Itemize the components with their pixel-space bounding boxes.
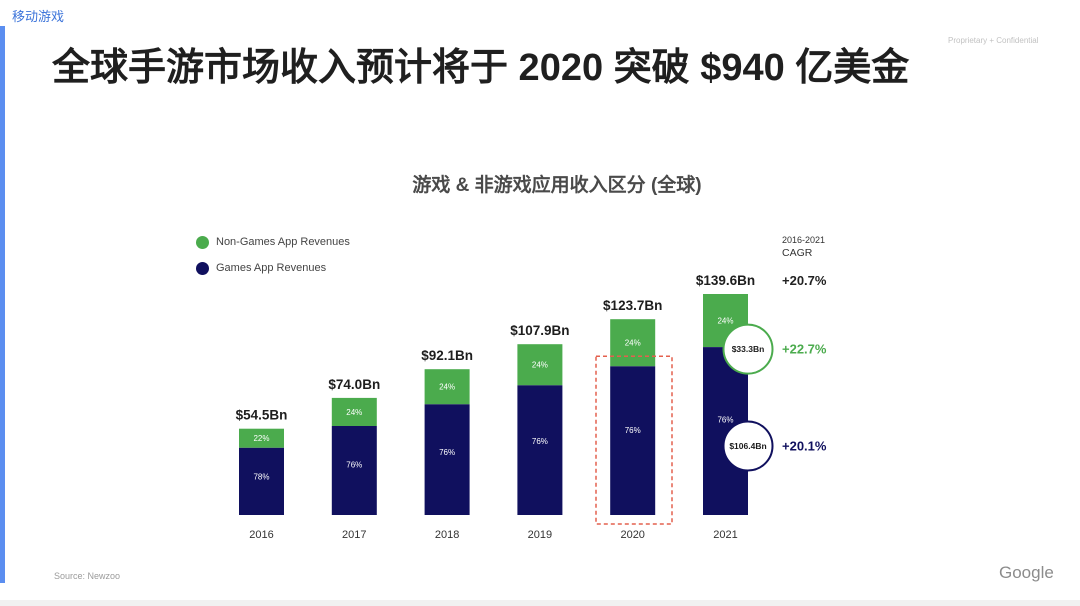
total-label-2021: $139.6Bn [696, 273, 755, 288]
section-label: 移动游戏 [12, 9, 65, 24]
source-note: Source: Newzoo [54, 571, 121, 581]
share-label-non-games-2018: 24% [439, 383, 455, 392]
bar-segment-games-2020 [610, 366, 656, 515]
cagr-header-label: CAGR [782, 247, 813, 259]
bar-segment-non-games-2018 [424, 369, 470, 405]
accent-bar [0, 26, 5, 583]
x-tick-label-2016: 2016 [249, 529, 273, 541]
share-label-games-2020: 76% [625, 426, 641, 435]
share-label-games-2019: 76% [532, 437, 548, 446]
bar-segment-games-2016 [239, 447, 284, 515]
total-label-2016: $54.5Bn [236, 408, 288, 423]
total-label-2019: $107.9Bn [510, 323, 569, 338]
legend-item-games: Games App Revenues [196, 261, 326, 275]
x-tick-label-2017: 2017 [342, 529, 366, 541]
share-label-games-2021: 76% [717, 415, 733, 424]
bar-segment-non-games-2016 [239, 428, 284, 448]
callout-circle-non-games [722, 323, 774, 375]
bar-segment-non-games-2020 [610, 319, 656, 367]
total-label-2020: $123.7Bn [603, 298, 662, 313]
bar-segment-games-2017 [331, 426, 377, 515]
google-logo: Google [999, 563, 1054, 582]
highlight-box-2020 [595, 355, 673, 525]
share-label-games-2018: 76% [439, 448, 455, 457]
cagr-value-non-games: +22.7% [782, 342, 827, 357]
callout-label-games: $106.4Bn [729, 441, 766, 451]
callout-circle-games [722, 420, 774, 472]
bar-segment-non-games-2019 [517, 344, 563, 386]
share-label-non-games-2020: 24% [625, 339, 641, 348]
cagr-value-games: +20.1% [782, 439, 827, 454]
bar-segment-non-games-2017 [331, 397, 377, 426]
x-tick-label-2018: 2018 [435, 529, 459, 541]
total-label-2017: $74.0Bn [328, 377, 380, 392]
bar-segment-games-2019 [517, 385, 563, 515]
chart-title: 游戏 & 非游戏应用收入区分 (全球) [412, 175, 702, 196]
cagr-period-label: 2016-2021 [782, 235, 826, 245]
share-label-games-2017: 76% [346, 460, 362, 469]
x-tick-label-2021: 2021 [713, 529, 737, 541]
x-tick-label-2019: 2019 [528, 529, 552, 541]
confidential-label: Proprietary + Confidential [948, 36, 1039, 45]
share-label-non-games-2021: 24% [717, 317, 733, 326]
legend-swatch-non-games [196, 235, 209, 249]
share-label-non-games-2017: 24% [346, 408, 362, 417]
legend-swatch-games [196, 261, 209, 275]
bar-segment-games-2018 [424, 404, 470, 515]
legend-label-non-games: Non-Games App Revenues [216, 236, 350, 248]
cagr-value-total: +20.7% [782, 273, 827, 288]
legend-item-non-games: Non-Games App Revenues [196, 235, 350, 249]
share-label-games-2016: 78% [253, 473, 269, 482]
legend-label-games: Games App Revenues [216, 262, 327, 274]
slide-title: 全球手游市场收入预计将于 2020 突破 $940 亿美金 [52, 47, 910, 89]
share-label-non-games-2019: 24% [532, 361, 548, 370]
total-label-2018: $92.1Bn [421, 348, 473, 363]
x-tick-label-2020: 2020 [620, 529, 644, 541]
bottom-band [0, 600, 1080, 606]
bars-group [239, 294, 748, 515]
callout-label-non-games: $33.3Bn [732, 344, 765, 354]
share-label-non-games-2016: 22% [253, 434, 269, 443]
